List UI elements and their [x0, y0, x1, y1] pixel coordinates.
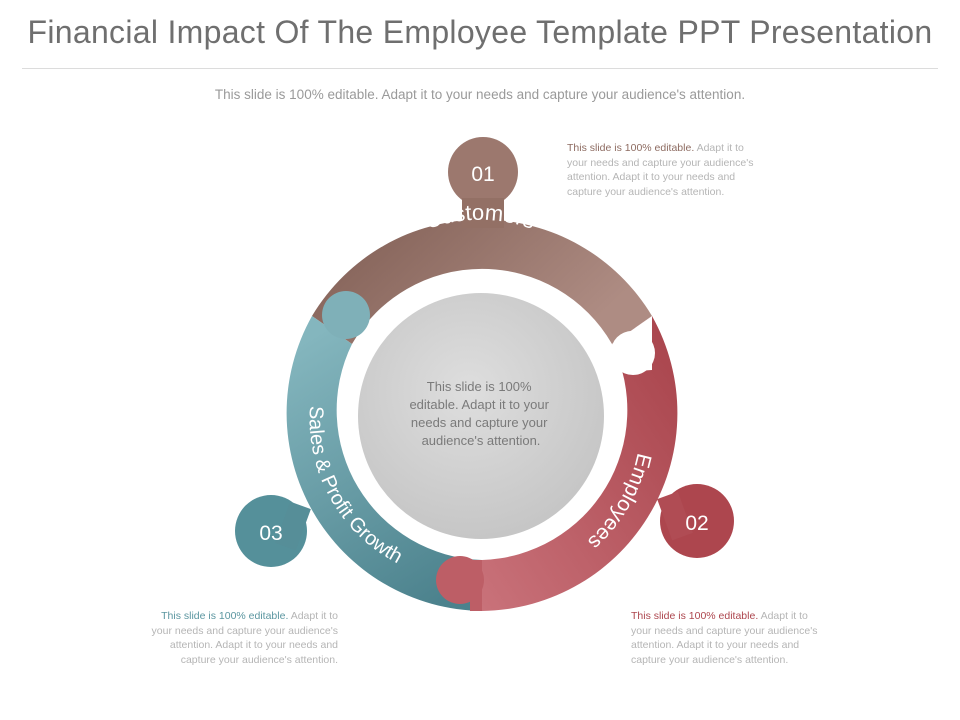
note-employees-body: Adapt it to your needs and capture your …	[631, 610, 818, 666]
slide-subtitle: This slide is 100% editable. Adapt it to…	[214, 87, 746, 102]
center-circle	[358, 293, 604, 539]
note-sales-body: Adapt it to your needs and capture your …	[151, 610, 338, 666]
segment-employees	[482, 316, 734, 611]
segment-sales-profit	[235, 316, 482, 611]
note-customers-body: Adapt it to your needs and capture your …	[567, 142, 754, 198]
segment-number-03: 03	[259, 522, 282, 545]
segment-number-02: 02	[685, 512, 708, 535]
center-text: This slide is 100% editable. Adapt it to…	[409, 379, 552, 448]
note-customers: This slide is 100% editable. Adapt it to…	[567, 141, 767, 199]
note-sales: This slide is 100% editable. Adapt it to…	[140, 609, 338, 667]
segment-customers	[312, 137, 652, 344]
title-divider	[22, 68, 938, 69]
slide-title: Financial Impact Of The Employee Templat…	[27, 14, 933, 50]
segment-number-01: 01	[471, 163, 494, 186]
note-customers-lead: This slide is 100% editable.	[567, 142, 695, 154]
note-sales-lead: This slide is 100% editable.	[161, 610, 289, 622]
note-employees-lead: This slide is 100% editable.	[631, 610, 759, 622]
puzzle-knob-sales	[322, 291, 370, 339]
note-employees: This slide is 100% editable. Adapt it to…	[631, 609, 821, 667]
